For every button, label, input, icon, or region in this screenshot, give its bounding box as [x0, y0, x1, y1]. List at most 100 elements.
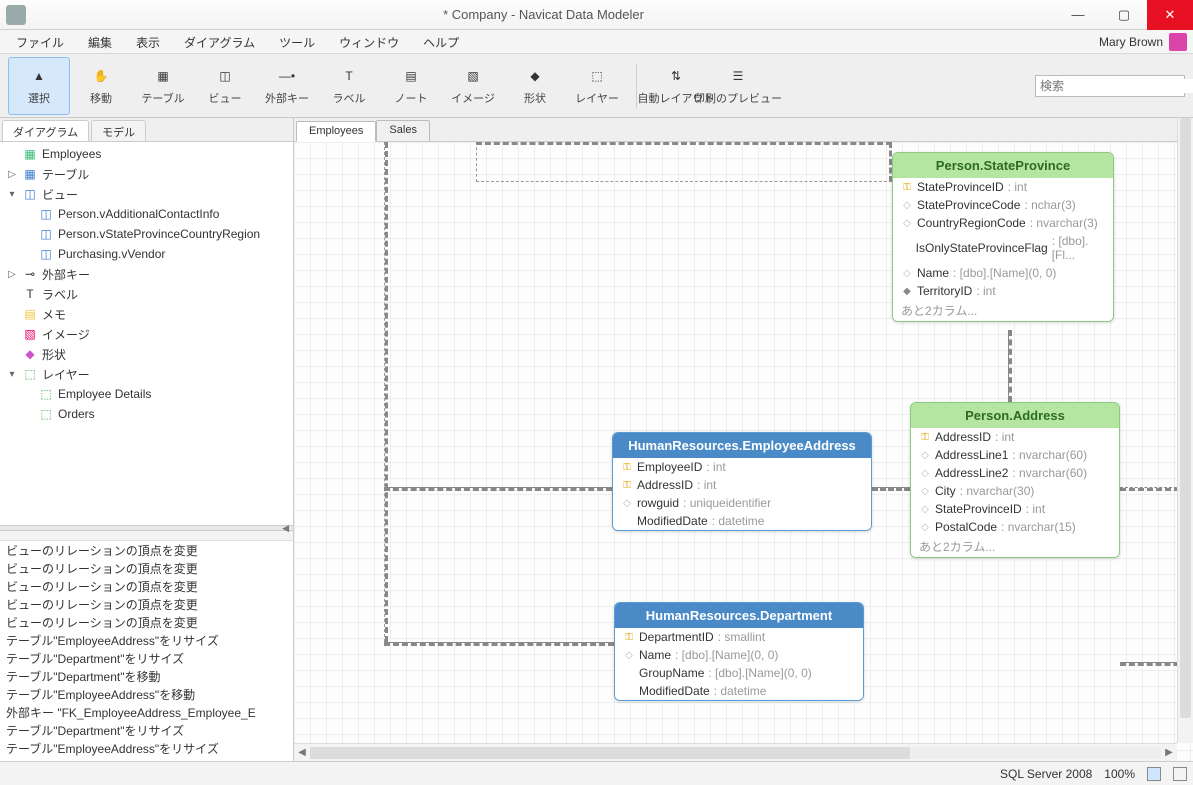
- history-item[interactable]: 外部キー "FK_EmployeeAddress_Employee_E: [0, 703, 293, 721]
- entity-stateprovince[interactable]: Person.StateProvince⚿StateProvinceID: in…: [892, 152, 1114, 322]
- user-label[interactable]: Mary Brown: [1093, 30, 1193, 53]
- tab-employees[interactable]: Employees: [296, 121, 376, 142]
- tool-label-button[interactable]: Tラベル: [318, 57, 380, 115]
- column-row[interactable]: ⚿AddressID: int: [613, 476, 871, 494]
- tree-layers[interactable]: ▾⬚レイヤー: [0, 364, 293, 384]
- history-item[interactable]: テーブル"EmployeeAddress"を移動: [0, 685, 293, 703]
- column-row[interactable]: ⚿EmployeeID: int: [613, 458, 871, 476]
- tree-views[interactable]: ▾◫ビュー: [0, 184, 293, 204]
- column-row[interactable]: ◇CountryRegionCode: nvarchar(3): [893, 214, 1113, 232]
- tool-shape-button[interactable]: ◆形状: [504, 57, 566, 115]
- column-row[interactable]: ModifiedDate: datetime: [615, 682, 863, 700]
- status-db: SQL Server 2008: [1000, 767, 1092, 781]
- titlebar: * Company - Navicat Data Modeler — ▢ ✕: [0, 0, 1193, 30]
- history-item[interactable]: テーブル"EmployeeAddress"をリサイズ: [0, 739, 293, 757]
- menu-表示[interactable]: 表示: [124, 30, 172, 53]
- menu-ツール[interactable]: ツール: [267, 30, 327, 53]
- close-button[interactable]: ✕: [1147, 0, 1193, 30]
- column-row[interactable]: ◇PostalCode: nvarchar(15): [911, 518, 1119, 536]
- tool-select-button[interactable]: ▲選択: [8, 57, 70, 115]
- entity-title: HumanResources.Department: [615, 603, 863, 628]
- column-row[interactable]: ⚿StateProvinceID: int: [893, 178, 1113, 196]
- menu-ダイアグラム[interactable]: ダイアグラム: [172, 30, 267, 53]
- menu-ヘルプ[interactable]: ヘルプ: [411, 30, 471, 53]
- maximize-button[interactable]: ▢: [1101, 0, 1147, 30]
- minimize-button[interactable]: —: [1055, 0, 1101, 30]
- column-row[interactable]: ModifiedDate: datetime: [613, 512, 871, 530]
- tab-diagram[interactable]: ダイアグラム: [2, 120, 89, 141]
- entity-title: HumanResources.EmployeeAddress: [613, 433, 871, 458]
- move-icon: ✋: [89, 66, 113, 86]
- entity-department[interactable]: HumanResources.Department⚿DepartmentID: …: [614, 602, 864, 701]
- menu-ファイル[interactable]: ファイル: [4, 30, 76, 53]
- tool-note-button[interactable]: ▤ノート: [380, 57, 442, 115]
- history-item[interactable]: ビューのリレーションの頂点を変更: [0, 559, 293, 577]
- tree-labels[interactable]: Tラベル: [0, 284, 293, 304]
- history-item[interactable]: テーブル"Department"をリサイズ: [0, 721, 293, 739]
- canvas-vscroll[interactable]: [1177, 118, 1193, 743]
- note-icon: ▤: [399, 66, 423, 86]
- tree-layer-item[interactable]: ⬚Orders: [0, 404, 293, 424]
- left-splitter[interactable]: [0, 525, 293, 531]
- tree-images[interactable]: ▧イメージ: [0, 324, 293, 344]
- tool-table-button[interactable]: ▦テーブル: [132, 57, 194, 115]
- column-row[interactable]: GroupName: [dbo].[Name](0, 0): [615, 664, 863, 682]
- toolbar: ▲選択✋移動▦テーブル◫ビュー—•外部キーTラベル▤ノート▧イメージ◆形状⬚レイ…: [0, 54, 1193, 118]
- tree-memo[interactable]: ▤メモ: [0, 304, 293, 324]
- view-mode-2-button[interactable]: [1173, 767, 1187, 781]
- canvas-hscroll[interactable]: ◀▶: [294, 743, 1177, 761]
- history-item[interactable]: ビューのリレーションの頂点を変更: [0, 595, 293, 613]
- table-icon: ▦: [151, 66, 175, 86]
- search-field[interactable]: [1040, 79, 1193, 93]
- tree-view-item[interactable]: ◫Person.vStateProvinceCountryRegion: [0, 224, 293, 244]
- side-tabs: ダイアグラム モデル: [0, 118, 293, 142]
- history-item[interactable]: テーブル"Department"をリサイズ: [0, 649, 293, 667]
- shape-icon: ◆: [523, 66, 547, 86]
- tree-view-item[interactable]: ◫Person.vAdditionalContactInfo: [0, 204, 293, 224]
- history-item[interactable]: テーブル"Department"を移動: [0, 667, 293, 685]
- tab-model[interactable]: モデル: [91, 120, 146, 141]
- history-item[interactable]: ビューのリレーションの頂点を変更: [0, 541, 293, 559]
- tab-sales[interactable]: Sales: [376, 120, 430, 141]
- column-row[interactable]: ◇AddressLine1: nvarchar(60): [911, 446, 1119, 464]
- column-row[interactable]: IsOnlyStateProvinceFlag: [dbo].[Fl...: [893, 232, 1113, 264]
- view-icon: ◫: [213, 66, 237, 86]
- search-input[interactable]: 🔍: [1035, 75, 1185, 97]
- view-mode-1-button[interactable]: [1147, 767, 1161, 781]
- user-name: Mary Brown: [1099, 35, 1163, 49]
- tree-tables[interactable]: ▷▦テーブル: [0, 164, 293, 184]
- column-row[interactable]: ◇AddressLine2: nvarchar(60): [911, 464, 1119, 482]
- column-row[interactable]: ⚿AddressID: int: [911, 428, 1119, 446]
- tool-image-button[interactable]: ▧イメージ: [442, 57, 504, 115]
- column-row[interactable]: ◇Name: [dbo].[Name](0, 0): [893, 264, 1113, 282]
- column-row[interactable]: ◇StateProvinceID: int: [911, 500, 1119, 518]
- tool-layer-button[interactable]: ⬚レイヤー: [566, 57, 628, 115]
- menu-ウィンドウ[interactable]: ウィンドウ: [327, 30, 411, 53]
- tool-autolayout-button[interactable]: ⇅自動レイアウト: [645, 57, 707, 115]
- column-row[interactable]: ◇City: nvarchar(30): [911, 482, 1119, 500]
- tool-move-button[interactable]: ✋移動: [70, 57, 132, 115]
- column-row[interactable]: ◇rowguid: uniqueidentifier: [613, 494, 871, 512]
- column-row[interactable]: ◇StateProvinceCode: nchar(3): [893, 196, 1113, 214]
- tree-view-item[interactable]: ◫Purchasing.vVendor: [0, 244, 293, 264]
- column-row[interactable]: ◇Name: [dbo].[Name](0, 0): [615, 646, 863, 664]
- tool-view-button[interactable]: ◫ビュー: [194, 57, 256, 115]
- autolayout-icon: ⇅: [664, 66, 688, 86]
- history-item[interactable]: テーブル"EmployeeAddress"をリサイズ: [0, 631, 293, 649]
- tree-layer-item[interactable]: ⬚Employee Details: [0, 384, 293, 404]
- tree-shapes[interactable]: ◆形状: [0, 344, 293, 364]
- tree-foreignkeys[interactable]: ▷⊸外部キー: [0, 264, 293, 284]
- tree-diagram-root[interactable]: ▦Employees: [0, 144, 293, 164]
- tool-printpreview-button[interactable]: ☰印刷のプレビュー: [707, 57, 769, 115]
- tool-foreignkey-button[interactable]: —•外部キー: [256, 57, 318, 115]
- column-row[interactable]: ◆TerritoryID: int: [893, 282, 1113, 300]
- entity-address[interactable]: Person.Address⚿AddressID: int◇AddressLin…: [910, 402, 1120, 558]
- diagram-canvas[interactable]: Person.StateProvince⚿StateProvinceID: in…: [294, 142, 1193, 761]
- column-row[interactable]: ⚿DepartmentID: smallint: [615, 628, 863, 646]
- menu-編集[interactable]: 編集: [76, 30, 124, 53]
- history-item[interactable]: ビューのリレーションの頂点を変更: [0, 577, 293, 595]
- history-item[interactable]: ビューのリレーションの頂点を変更: [0, 613, 293, 631]
- object-tree[interactable]: ▦Employees ▷▦テーブル ▾◫ビュー ◫Person.vAdditio…: [0, 142, 293, 525]
- history-panel: ビューのリレーションの頂点を変更ビューのリレーションの頂点を変更ビューのリレーシ…: [0, 541, 293, 761]
- entity-employeeaddress[interactable]: HumanResources.EmployeeAddress⚿EmployeeI…: [612, 432, 872, 531]
